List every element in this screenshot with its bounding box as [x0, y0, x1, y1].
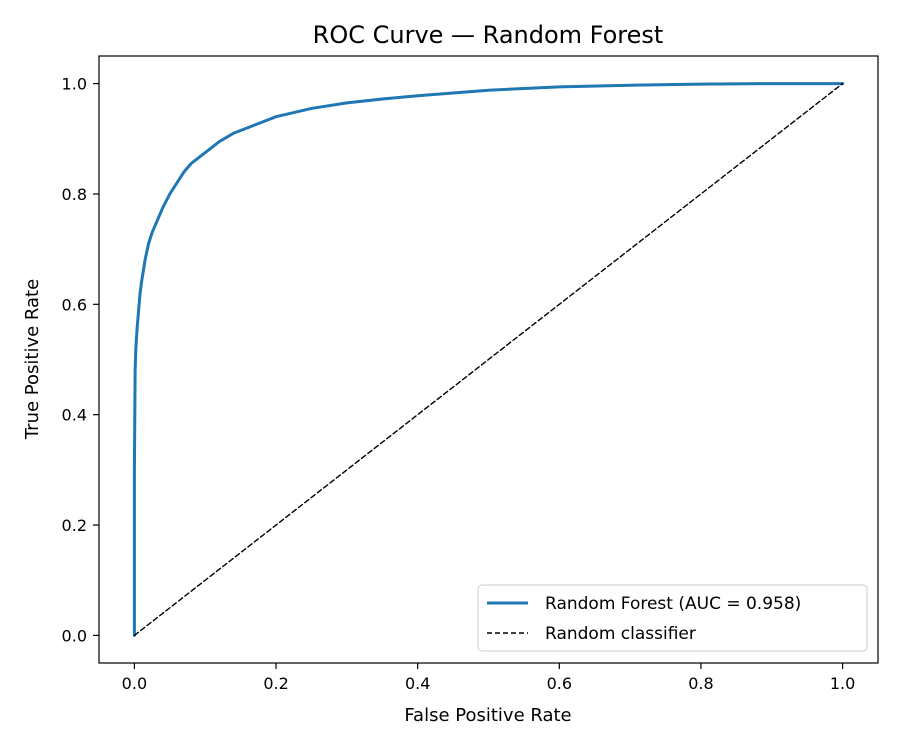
- y-tick-label: 0.0: [62, 626, 87, 645]
- legend-entry: Random classifier: [545, 624, 696, 644]
- x-axis-label: False Positive Rate: [404, 705, 571, 726]
- legend-entry: Random Forest (AUC = 0.958): [545, 594, 801, 614]
- legend: Random Forest (AUC = 0.958) Random classi…: [477, 584, 868, 652]
- y-tick-label: 0.4: [62, 406, 87, 425]
- axes-frame: [98, 55, 879, 664]
- y-tick-label: 0.2: [62, 516, 87, 535]
- x-tick-label: 1.0: [830, 674, 855, 693]
- y-tick-label: 1.0: [62, 75, 87, 94]
- x-tick-label: 0.6: [547, 674, 572, 693]
- x-tick-label: 0.4: [405, 674, 430, 693]
- chart-title: ROC Curve — Random Forest: [313, 21, 664, 49]
- roc-curve-line: [132, 82, 845, 637]
- x-tick-label: 0.0: [122, 674, 147, 693]
- x-tick-label: 0.2: [263, 674, 288, 693]
- x-tick-label: 0.8: [688, 674, 713, 693]
- y-tick-label: 0.6: [62, 295, 87, 314]
- y-tick-label: 0.8: [62, 185, 87, 204]
- plot-area: [132, 82, 845, 637]
- legend-box: [477, 584, 868, 652]
- axis-ticks: 0.0 0.2 0.4 0.6 0.8 1.0 0.0 0.2 0.4 0.6 0.8 1.0: [62, 75, 856, 693]
- y-axis-label: True Positive Rate: [22, 279, 43, 440]
- random-classifier-line: [133, 82, 844, 637]
